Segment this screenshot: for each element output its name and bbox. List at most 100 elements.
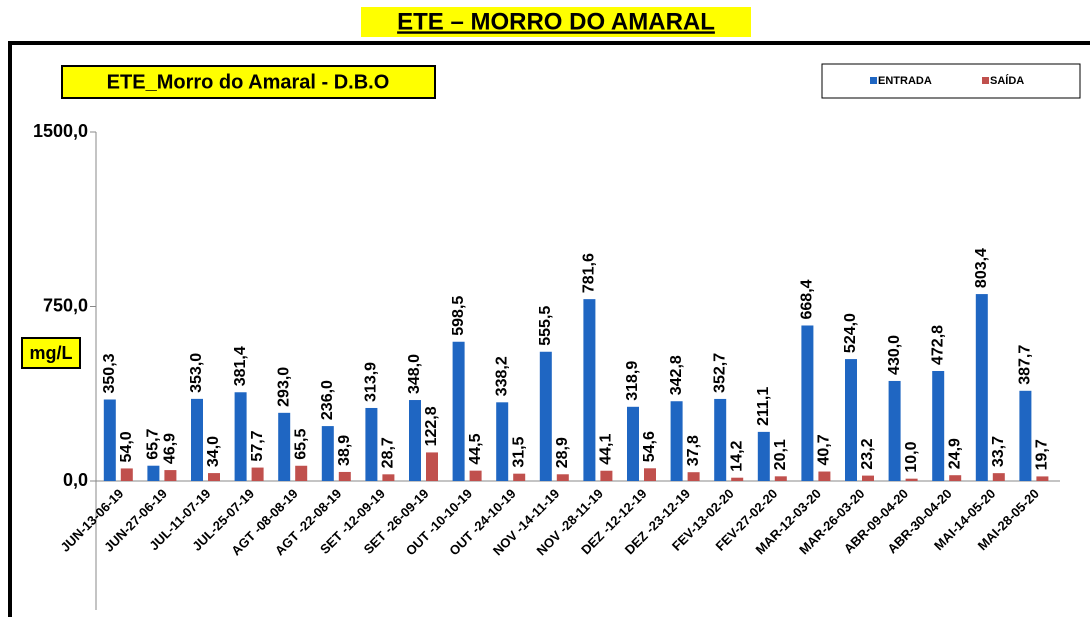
bar (539, 351, 552, 481)
value-label: 19,7 (1034, 439, 1051, 470)
value-label: 65,5 (292, 429, 309, 460)
value-label: 350,3 (101, 353, 118, 393)
bar (845, 359, 857, 481)
y-tick-label: 750,0 (43, 295, 88, 315)
value-label: 54,6 (641, 431, 658, 462)
value-label: 430,0 (886, 335, 903, 375)
bar (469, 470, 482, 481)
value-label: 338,2 (493, 356, 510, 396)
value-label: 40,7 (816, 434, 833, 465)
bar (426, 452, 438, 481)
value-label: 313,9 (363, 362, 380, 402)
value-label: 37,8 (685, 435, 702, 466)
legend-swatch (870, 77, 877, 84)
bar (992, 473, 1005, 481)
value-label: 353,0 (188, 353, 205, 393)
legend-box (821, 63, 1081, 99)
value-label: 44,1 (598, 433, 615, 464)
bar (670, 401, 683, 481)
bar (496, 402, 509, 481)
bar (644, 468, 656, 481)
bar (513, 473, 526, 481)
value-label: 14,2 (728, 440, 745, 471)
value-label: 348,0 (406, 354, 423, 394)
bar (251, 467, 264, 481)
bar (888, 380, 901, 481)
bar (949, 475, 962, 481)
bar (1036, 476, 1049, 481)
value-label: 46,9 (162, 433, 179, 464)
bar (975, 294, 988, 481)
y-axis-label: mg/L (30, 343, 73, 363)
bar (365, 407, 378, 481)
legend-label: ENTRADA (878, 75, 932, 87)
value-label: 23,2 (859, 438, 876, 469)
value-label: 38,9 (336, 435, 353, 466)
value-label: 57,7 (249, 430, 266, 461)
value-label: 781,6 (581, 253, 598, 293)
chart-title: ETE_Morro do Amaral - D.B.O (107, 71, 390, 93)
value-label: 598,5 (450, 296, 467, 336)
value-label: 28,7 (380, 437, 397, 468)
bar (120, 468, 133, 481)
frame (8, 41, 1090, 617)
bar (583, 299, 596, 481)
page-title-bg (361, 7, 751, 37)
bar (818, 471, 831, 481)
value-label: 387,7 (1017, 345, 1034, 385)
value-label: 668,4 (799, 279, 816, 319)
value-label: 342,8 (668, 355, 685, 395)
value-label: 236,0 (319, 380, 336, 420)
value-label: 20,1 (772, 439, 789, 470)
bar (905, 478, 918, 481)
bar (321, 426, 334, 481)
value-label: 28,9 (554, 437, 571, 468)
bar (409, 400, 421, 481)
bar (382, 474, 395, 481)
bar (278, 412, 291, 481)
value-label: 472,8 (929, 325, 946, 365)
value-label: 352,7 (711, 353, 728, 393)
bar (452, 341, 465, 481)
bar (731, 477, 744, 481)
legend-swatch (982, 77, 989, 84)
legend-label: SAÍDA (990, 74, 1024, 87)
bar (757, 431, 770, 481)
bar (234, 392, 247, 481)
bar (801, 325, 814, 481)
y-label-bg (21, 337, 81, 369)
bar (1019, 390, 1032, 481)
page-title: ETE – MORRO DO AMARAL (397, 8, 715, 35)
value-label: 33,7 (990, 436, 1007, 467)
value-label: 122,8 (423, 406, 440, 446)
chart-title-bg (61, 65, 436, 99)
bar (627, 406, 639, 481)
bar (338, 471, 351, 481)
bar (208, 473, 220, 481)
bar (714, 398, 727, 481)
bar (932, 370, 945, 481)
bar (687, 472, 700, 481)
value-label: 293,0 (275, 367, 292, 407)
bar (556, 474, 569, 481)
value-label: 54,0 (118, 431, 135, 462)
value-label: 31,5 (510, 436, 527, 467)
value-label: 381,4 (232, 346, 249, 386)
value-label: 555,5 (537, 306, 554, 346)
bar (103, 399, 116, 481)
value-label: 211,1 (755, 387, 772, 426)
value-label: 65,7 (145, 428, 162, 459)
value-label: 24,9 (946, 438, 963, 469)
value-label: 803,4 (973, 248, 990, 288)
bar (147, 465, 160, 481)
value-label: 524,0 (842, 313, 859, 353)
y-tick-label: 0,0 (63, 470, 88, 490)
bar (191, 398, 203, 481)
bar (295, 465, 308, 481)
value-label: 10,0 (903, 441, 920, 472)
bar (600, 470, 613, 481)
y-tick-label: 1500,0 (33, 121, 88, 141)
value-label: 318,9 (624, 361, 641, 401)
value-label: 34,0 (205, 436, 222, 467)
